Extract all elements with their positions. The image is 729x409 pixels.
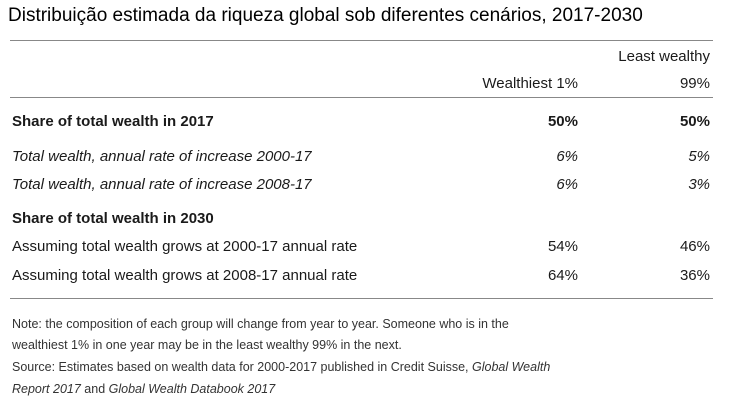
- source-text: and: [80, 382, 109, 396]
- cell-value: 50%: [547, 113, 578, 130]
- source-title: Global Wealth Databook 2017: [108, 382, 276, 396]
- row-label: Assuming total wealth grows at 2008-17 a…: [12, 267, 358, 284]
- cell-value: 6%: [556, 148, 578, 165]
- note-line: wealthiest 1% in one year may be in the …: [12, 338, 402, 352]
- divider: [10, 97, 713, 98]
- row-label: Share of total wealth in 2017: [12, 113, 214, 130]
- divider: [10, 40, 713, 41]
- table-title: Distribuição estimada da riqueza global …: [8, 5, 643, 26]
- row-label: Assuming total wealth grows at 2000-17 a…: [12, 238, 358, 255]
- cell-value: 36%: [679, 267, 710, 284]
- source-text: Source: Estimates based on wealth data f…: [12, 360, 472, 374]
- cell-value: 64%: [547, 267, 578, 284]
- cell-value: 3%: [688, 176, 710, 193]
- cell-value: 54%: [547, 238, 578, 255]
- column-header-wealthiest: Wealthiest 1%: [482, 75, 578, 92]
- cell-value: 6%: [556, 176, 578, 193]
- source-title: Global Wealth: [472, 360, 551, 374]
- cell-value: 5%: [688, 148, 710, 165]
- cell-value: 46%: [679, 238, 710, 255]
- column-header-99: 99%: [679, 75, 710, 92]
- row-label: Total wealth, annual rate of increase 20…: [12, 148, 312, 165]
- row-label: Share of total wealth in 2030: [12, 210, 214, 227]
- column-header-least-wealthy: Least wealthy: [618, 48, 710, 65]
- cell-value: 50%: [679, 113, 710, 130]
- divider: [10, 298, 713, 299]
- source-line: Source: Estimates based on wealth data f…: [12, 360, 550, 374]
- note-line: Note: the composition of each group will…: [12, 317, 509, 331]
- row-label: Total wealth, annual rate of increase 20…: [12, 176, 312, 193]
- source-title: Report 2017: [12, 382, 81, 396]
- source-line: Report 2017 and Global Wealth Databook 2…: [12, 382, 275, 396]
